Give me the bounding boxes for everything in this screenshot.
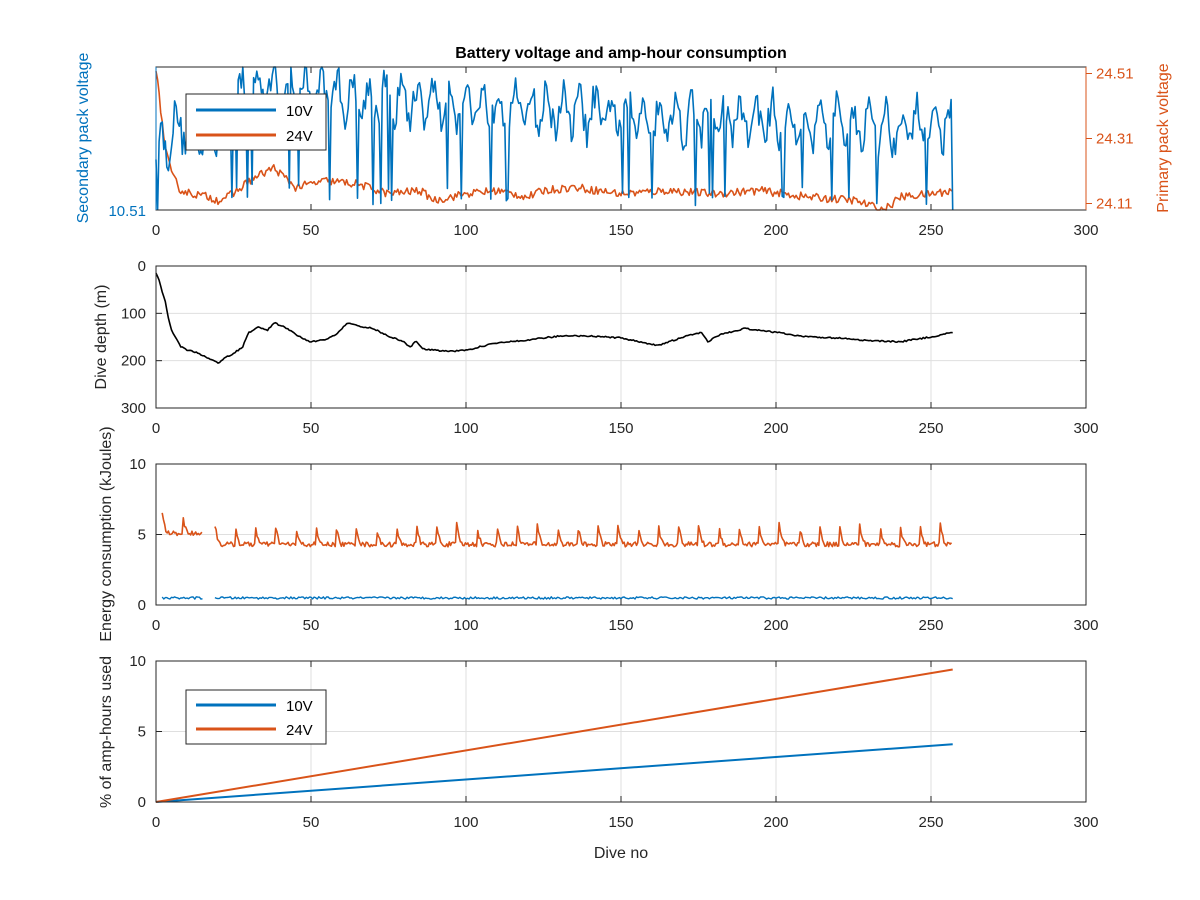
legend-bottom-label-10v: 10V — [286, 698, 313, 715]
subplot-voltage-right-y-ticks: 24.11 24.31 24.51 — [155, 66, 1134, 213]
chart-title: Battery voltage and amp-hour consumption — [455, 45, 787, 62]
subplot-voltage-x-ticks: 0 50 100 150 200 250 300 — [152, 67, 1099, 239]
x-tick-label: 0 — [152, 617, 160, 634]
series-24v-amphours-line — [155, 668, 953, 803]
x-tick-label: 300 — [1073, 222, 1098, 239]
x-tick-label: 250 — [918, 420, 943, 437]
subplot-amphours: 0 50 100 150 200 250 300 0 5 10 % of amp-hours u… — [98, 653, 1099, 862]
y-tick-label: 0 — [138, 794, 146, 811]
x-tick-label: 300 — [1073, 617, 1098, 634]
x-tick-label: 200 — [763, 222, 788, 239]
y-tick-label: 5 — [138, 724, 146, 741]
subplot-energy-x-ticks: 0 50 100 150 200 250 300 — [152, 464, 1099, 634]
legend-top-label-10v: 10V — [286, 103, 313, 120]
subplot-energy-series — [161, 512, 953, 600]
series-10v-energy-line — [161, 596, 203, 600]
series-10v-amphours-line — [155, 743, 953, 803]
subplot-energy-grid — [156, 464, 1086, 605]
subplot-depth-x-ticks: 0 50 100 150 200 250 300 — [152, 266, 1099, 437]
right-y-axis-label: Primary pack voltage — [1155, 63, 1172, 212]
series-10v-line — [155, 66, 954, 211]
legend-top: 10V 24V — [185, 93, 327, 151]
subplot-voltage-series — [155, 66, 954, 211]
y-tick-label: 0 — [138, 258, 146, 275]
x-tick-label: 150 — [608, 814, 633, 831]
x-tick-label: 150 — [608, 420, 633, 437]
series-24v-energy-line — [214, 521, 953, 548]
legend-bottom-label-24v: 24V — [286, 722, 313, 739]
legend-bottom: 10V 24V — [185, 689, 327, 745]
x-tick-label: 100 — [453, 222, 478, 239]
x-tick-label: 100 — [453, 420, 478, 437]
x-tick-label: 50 — [303, 814, 320, 831]
right-y-tick-label: 24.31 — [1096, 131, 1134, 148]
x-tick-label: 0 — [152, 222, 160, 239]
y-tick-label: 300 — [121, 400, 146, 417]
subplot-depth-y-ticks: 0 100 200 300 — [121, 258, 1086, 417]
x-axis-label: Dive no — [594, 845, 648, 862]
x-tick-label: 150 — [608, 222, 633, 239]
left-y-axis-label: Secondary pack voltage — [75, 53, 92, 224]
x-tick-label: 200 — [763, 420, 788, 437]
x-tick-label: 100 — [453, 617, 478, 634]
series-depth-line — [155, 272, 953, 364]
x-tick-label: 250 — [918, 222, 943, 239]
y-tick-label: 100 — [121, 305, 146, 322]
y-tick-label: 5 — [138, 527, 146, 544]
x-tick-label: 0 — [152, 814, 160, 831]
x-tick-label: 100 — [453, 814, 478, 831]
x-tick-label: 300 — [1073, 814, 1098, 831]
y-tick-label: 10 — [129, 456, 146, 473]
subplot-amphours-y-ticks: 0 5 10 — [129, 653, 1086, 811]
y-tick-label: 200 — [121, 353, 146, 370]
x-tick-label: 0 — [152, 420, 160, 437]
subplot-depth-grid — [156, 266, 1086, 408]
x-tick-label: 150 — [608, 617, 633, 634]
x-tick-label: 50 — [303, 222, 320, 239]
right-y-tick-label: 24.51 — [1096, 66, 1134, 83]
x-tick-label: 50 — [303, 617, 320, 634]
left-y-tick-label: 10.51 — [108, 203, 146, 220]
series-24v-energy-line — [161, 512, 203, 537]
subplot-energy-y-ticks: 0 5 10 — [129, 456, 1086, 614]
x-tick-label: 250 — [918, 814, 943, 831]
legend-top-label-24v: 24V — [286, 128, 313, 145]
y-tick-label: 0 — [138, 597, 146, 614]
legend-bottom-box — [185, 689, 327, 745]
subplot-amphours-x-ticks: 0 50 100 150 200 250 300 — [152, 661, 1099, 831]
x-tick-label: 300 — [1073, 420, 1098, 437]
subplot-depth: 0 50 100 150 200 250 300 0 100 200 300 Dive depth… — [93, 258, 1099, 437]
subplot-amphours-series — [155, 668, 953, 803]
x-tick-label: 200 — [763, 617, 788, 634]
subplot-voltage: Battery voltage and amp-hour consumption… — [75, 45, 1172, 239]
energy-y-axis-label: Energy consumption (kJoules) — [98, 426, 115, 641]
right-y-tick-label: 24.11 — [1096, 196, 1132, 213]
x-tick-label: 250 — [918, 617, 943, 634]
x-tick-label: 200 — [763, 814, 788, 831]
series-10v-energy-line — [214, 596, 953, 600]
subplot-depth-series — [155, 272, 953, 364]
depth-y-axis-label: Dive depth (m) — [93, 285, 110, 390]
x-tick-label: 50 — [303, 420, 320, 437]
y-tick-label: 10 — [129, 653, 146, 670]
subplot-energy: 0 50 100 150 200 250 300 0 5 10 Energy consumpti… — [98, 426, 1099, 641]
amphours-y-axis-label: % of amp-hours used — [98, 656, 115, 808]
legend-top-box — [185, 93, 327, 151]
